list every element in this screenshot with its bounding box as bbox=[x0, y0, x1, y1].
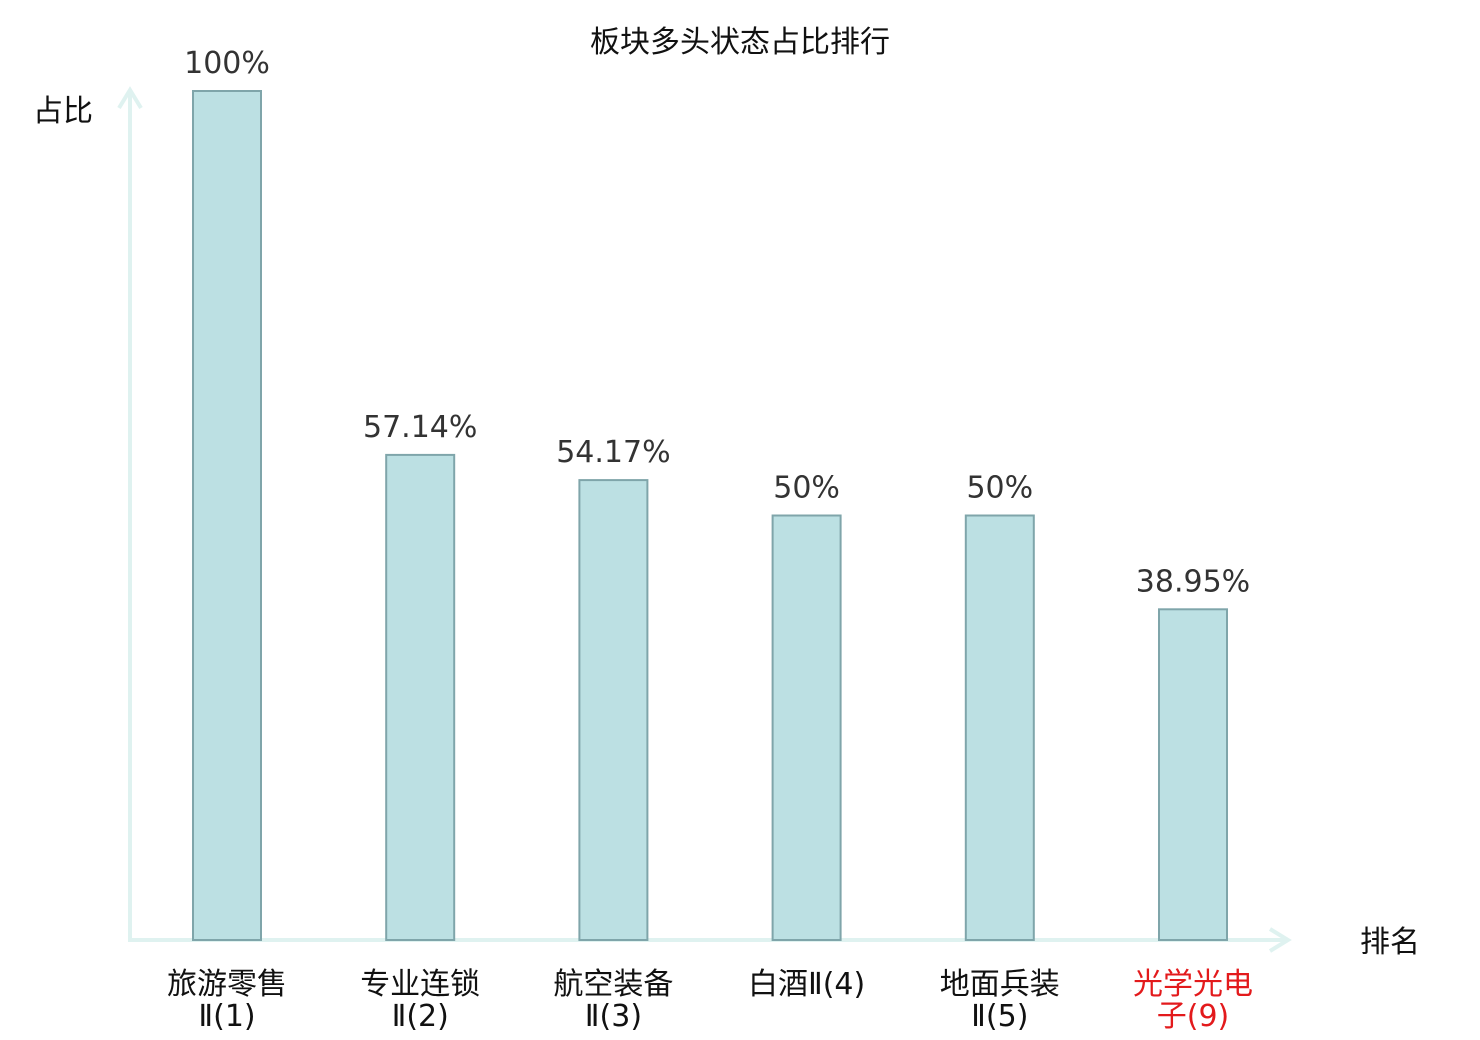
category-label-2: 专业连锁 Ⅱ(2) bbox=[360, 967, 480, 1034]
y-axis-arrowhead bbox=[117, 86, 143, 110]
value-label-5: 50% bbox=[966, 471, 1033, 506]
category-label-5: 地面兵装 Ⅱ(5) bbox=[940, 967, 1060, 1034]
category-label-1-line-2: Ⅱ(1) bbox=[198, 999, 255, 1034]
category-label-5-line-2: Ⅱ(5) bbox=[971, 999, 1028, 1034]
value-label-4: 50% bbox=[773, 471, 840, 506]
category-label-6-line-2: 子(9) bbox=[1157, 999, 1230, 1034]
category-label-6: 光学光电子(9) bbox=[1133, 967, 1253, 1034]
bar-1 bbox=[192, 90, 262, 941]
bar-6 bbox=[1158, 608, 1228, 941]
category-label-6-line-1: 光学光电 bbox=[1133, 967, 1253, 1002]
labels-layer: 100% 旅游零售 Ⅱ(1) 57.14% 专业连锁 Ⅱ(2) 54.17% 航空装备 Ⅱ(3)… bbox=[167, 46, 1253, 1034]
category-label-3-line-2: Ⅱ(3) bbox=[585, 999, 642, 1034]
value-label-3: 54.17% bbox=[556, 435, 670, 470]
value-label-6: 38.95% bbox=[1136, 564, 1250, 599]
category-label-1-line-1: 旅游零售 bbox=[167, 967, 287, 1002]
chart-title: 板块多头状态占比排行 bbox=[590, 25, 890, 60]
x-axis-arrowhead bbox=[1268, 927, 1292, 953]
category-label-3-line-1: 航空装备 bbox=[553, 967, 673, 1002]
category-label-4-line-1: 白酒Ⅱ(4) bbox=[748, 967, 865, 1002]
bar-4 bbox=[771, 514, 842, 941]
category-label-1: 旅游零售 Ⅱ(1) bbox=[167, 967, 287, 1034]
category-label-2-line-2: Ⅱ(2) bbox=[392, 999, 449, 1034]
bar-3 bbox=[578, 479, 649, 941]
bar-2 bbox=[385, 453, 456, 941]
category-label-2-line-1: 专业连锁 bbox=[360, 967, 480, 1002]
bars-layer bbox=[192, 90, 1228, 941]
value-label-1: 100% bbox=[184, 46, 270, 81]
y-axis-label: 占比 bbox=[33, 94, 93, 129]
value-label-2: 57.14% bbox=[363, 410, 477, 445]
category-label-5-line-1: 地面兵装 bbox=[940, 967, 1060, 1002]
category-label-4: 白酒Ⅱ(4) bbox=[748, 967, 865, 1002]
bar-5 bbox=[964, 514, 1035, 941]
x-axis-label: 排名 bbox=[1360, 925, 1420, 960]
category-label-3: 航空装备 Ⅱ(3) bbox=[553, 967, 673, 1034]
